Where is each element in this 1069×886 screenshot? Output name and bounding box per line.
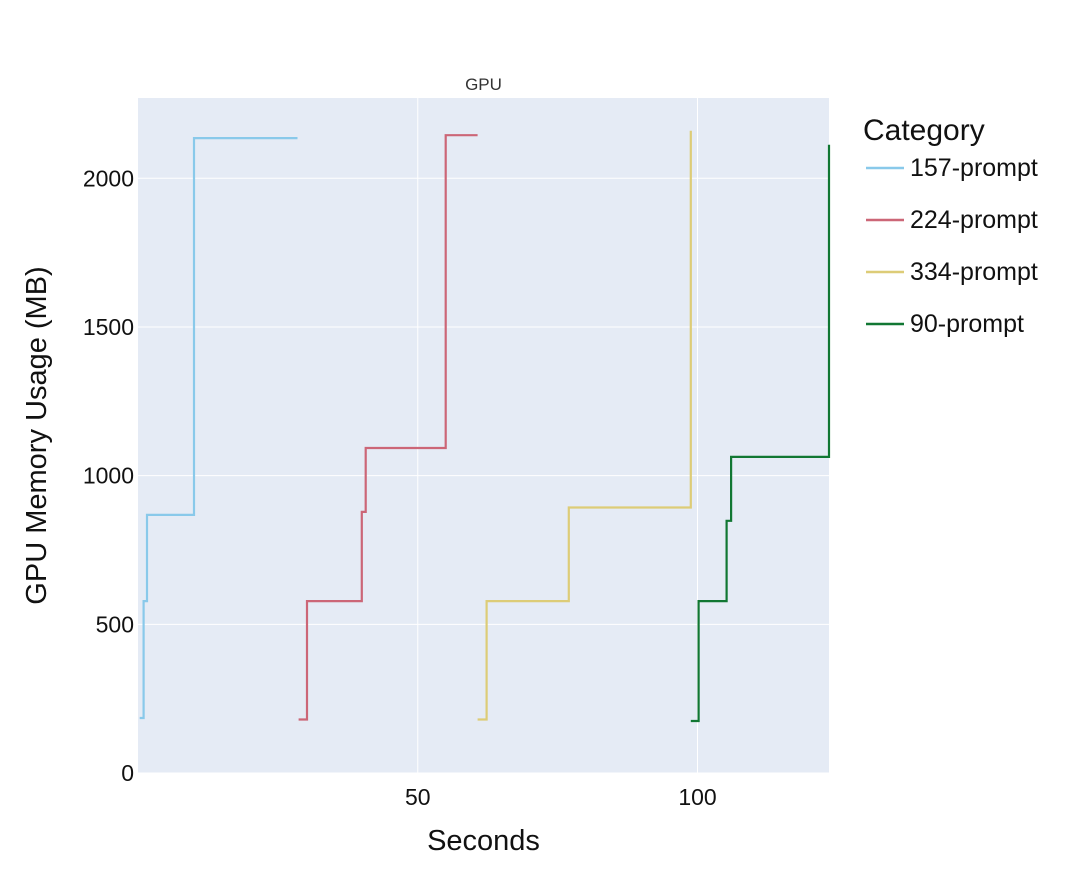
y-tick-label: 500 xyxy=(96,611,134,637)
legend-item-label: 157-prompt xyxy=(910,154,1038,182)
y-tick-label: 0 xyxy=(121,760,134,786)
legend-title: Category xyxy=(863,114,985,147)
x-tick-label: 100 xyxy=(678,784,716,810)
series-line-90-prompt xyxy=(690,144,831,723)
tick-layer: 0 500 1000 1500 2000 50 100 xyxy=(83,165,717,810)
legend-item-label: 90-prompt xyxy=(910,310,1024,338)
series-line-224-prompt xyxy=(298,134,478,721)
series-line-157-prompt xyxy=(139,137,298,720)
series-line-334-prompt xyxy=(477,130,692,721)
legend-item-label: 334-prompt xyxy=(910,258,1038,286)
grid-layer xyxy=(138,98,829,774)
x-axis-label: Seconds xyxy=(427,825,540,857)
y-tick-label: 1000 xyxy=(83,463,134,489)
x-tick-label: 50 xyxy=(405,784,431,810)
legend: Category 157-prompt 224-prompt 334-prompt 9… xyxy=(863,114,1038,338)
series-layer xyxy=(139,130,831,723)
y-tick-label: 1500 xyxy=(83,314,134,340)
legend-item-label: 224-prompt xyxy=(910,206,1038,234)
y-axis-label: GPU Memory Usage (MB) xyxy=(21,266,53,604)
chart-title: GPU xyxy=(465,75,502,94)
y-tick-label: 2000 xyxy=(83,165,134,191)
plot-background xyxy=(138,98,829,773)
